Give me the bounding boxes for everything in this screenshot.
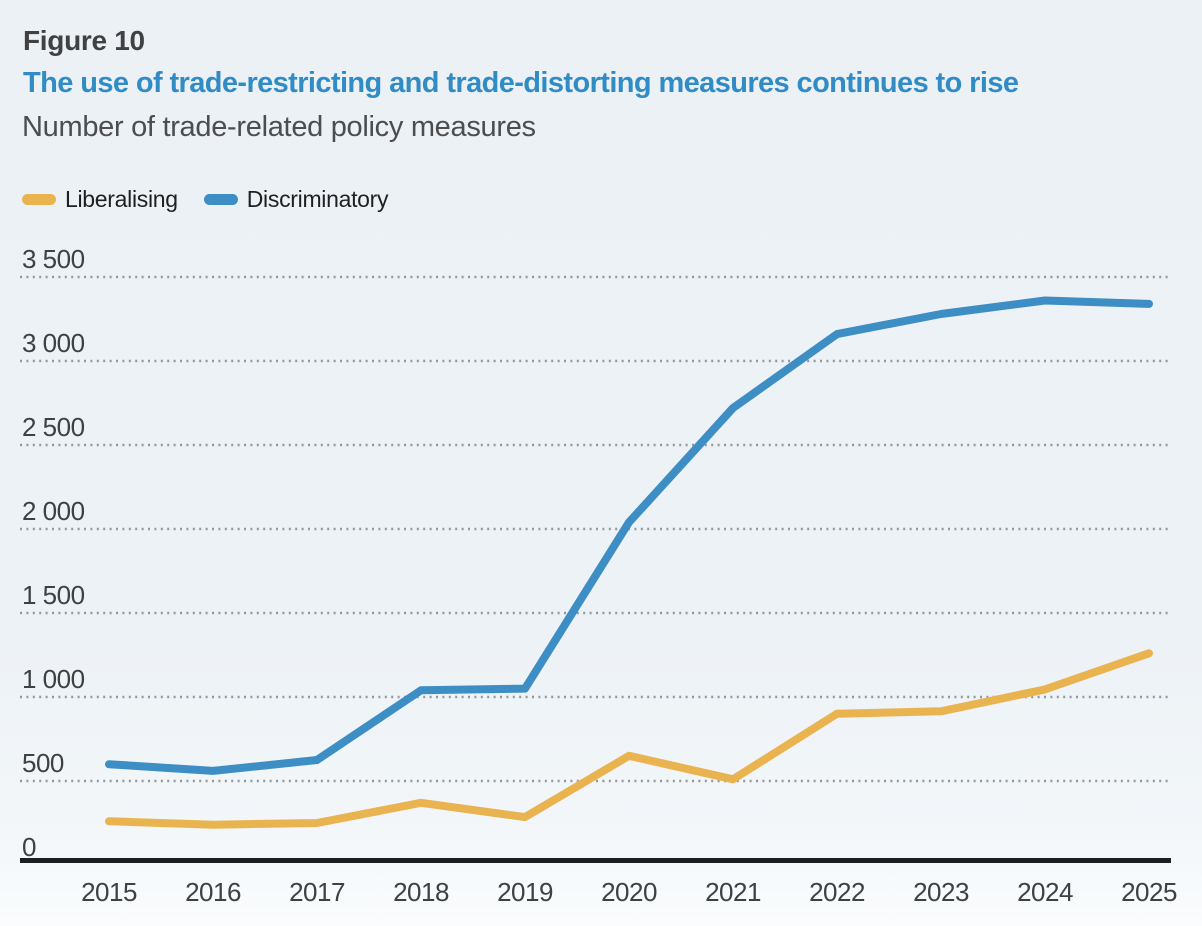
y-tick-label-2500: 2 500 — [22, 412, 85, 442]
chart-subtitle: Number of trade-related policy measures — [22, 111, 536, 143]
x-tick-label-2016: 2016 — [185, 877, 241, 907]
legend: Liberalising Discriminatory — [22, 186, 414, 213]
liberalising-swatch-icon — [22, 194, 56, 205]
figure-label: Figure 10 — [23, 25, 145, 56]
legend-label-discriminatory: Discriminatory — [246, 186, 389, 212]
legend-item-liberalising: Liberalising — [22, 186, 178, 213]
x-tick-label-2024: 2024 — [1017, 877, 1073, 907]
x-tick-label-2017: 2017 — [289, 877, 345, 907]
legend-item-discriminatory: Discriminatory — [203, 186, 389, 213]
x-tick-label-2019: 2019 — [497, 877, 553, 907]
chart-title: The use of trade-restricting and trade-d… — [23, 67, 1019, 99]
y-tick-label-500: 500 — [22, 748, 64, 778]
x-tick-label-2025: 2025 — [1121, 877, 1177, 907]
series-line-discriminatory — [105, 296, 1153, 775]
x-tick-label-2018: 2018 — [393, 877, 449, 907]
x-tick-label-2021: 2021 — [705, 877, 761, 907]
series-line-liberalising — [105, 649, 1153, 829]
y-tick-label-1500: 1 500 — [22, 580, 85, 610]
x-tick-label-2015: 2015 — [81, 877, 137, 907]
legend-label-liberalising: Liberalising — [65, 186, 178, 212]
discriminatory-swatch-icon — [203, 194, 238, 205]
y-tick-label-3500: 3 500 — [22, 244, 85, 274]
y-tick-label-2000: 2 000 — [22, 496, 85, 526]
y-tick-label-0: 0 — [22, 832, 36, 862]
x-tick-label-2023: 2023 — [913, 877, 969, 907]
x-tick-label-2022: 2022 — [809, 877, 865, 907]
x-tick-label-2020: 2020 — [601, 877, 657, 907]
y-tick-label-1000: 1 000 — [22, 664, 85, 694]
y-tick-label-3000: 3 000 — [22, 328, 85, 358]
